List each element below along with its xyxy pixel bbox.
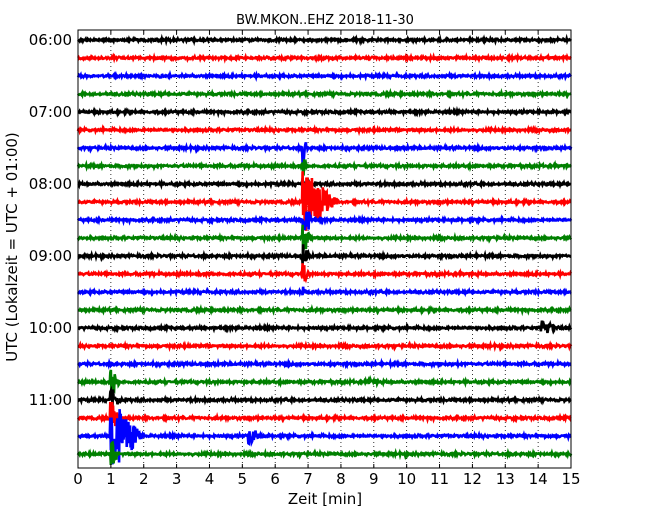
trace-line (76, 69, 573, 82)
trace-line (76, 123, 572, 137)
trace-line (76, 158, 572, 177)
trace-line (76, 357, 572, 370)
x-tick-label: 0 (73, 470, 83, 488)
x-tick-label: 3 (172, 470, 182, 488)
trace-line (77, 171, 572, 231)
x-axis-label: Zeit [min] (288, 490, 362, 508)
x-tick-label: 4 (205, 470, 215, 488)
trace-line (77, 339, 573, 353)
x-tick-label: 1 (106, 470, 116, 488)
x-tick-label: 10 (397, 470, 416, 488)
trace-line (77, 244, 572, 264)
trace-line (76, 33, 573, 47)
x-tick-label: 9 (369, 470, 379, 488)
x-tick-label: 13 (496, 470, 515, 488)
trace-line (77, 369, 572, 395)
x-tick-label: 5 (238, 470, 248, 488)
y-tick-label: 08:00 (29, 175, 72, 193)
plot-frame (77, 29, 572, 469)
trace-line (77, 319, 573, 335)
seismic-traces (76, 33, 573, 465)
axes: 0 1 2 3 4 5 6 7 8 9 10 11 12 13 14 1506:0007:0008:0009:… (29, 30, 581, 488)
trace-line (77, 177, 572, 193)
trace-line (77, 263, 573, 284)
trace-line (77, 385, 572, 407)
x-tick-label: 11 (430, 470, 449, 488)
trace-line (77, 409, 572, 465)
trace-line (76, 440, 573, 465)
x-tick-label: 12 (463, 470, 482, 488)
trace-line (76, 286, 572, 298)
trace-line (76, 401, 572, 430)
y-tick-label: 10:00 (29, 319, 72, 337)
trace-line (77, 52, 572, 64)
y-tick-label: 11:00 (29, 391, 72, 409)
trace-line (77, 105, 572, 119)
trace-line (76, 211, 573, 231)
trace-line (77, 303, 572, 317)
x-tick-label: 14 (529, 470, 548, 488)
x-tick-label: 7 (303, 470, 313, 488)
y-axis-label: UTC (Lokalzeit = UTC + 01:00) (3, 132, 21, 362)
y-tick-label: 06:00 (29, 31, 72, 49)
x-tick-label: 6 (270, 470, 280, 488)
trace-line (76, 141, 573, 166)
y-tick-label: 09:00 (29, 247, 72, 265)
x-tick-label: 15 (561, 470, 580, 488)
y-tick-label: 07:00 (29, 103, 72, 121)
trace-line (76, 224, 573, 254)
x-tick-label: 8 (336, 470, 346, 488)
trace-line (76, 87, 572, 100)
x-tick-label: 2 (139, 470, 149, 488)
chart-title: BW.MKON..EHZ 2018-11-30 (236, 13, 414, 28)
